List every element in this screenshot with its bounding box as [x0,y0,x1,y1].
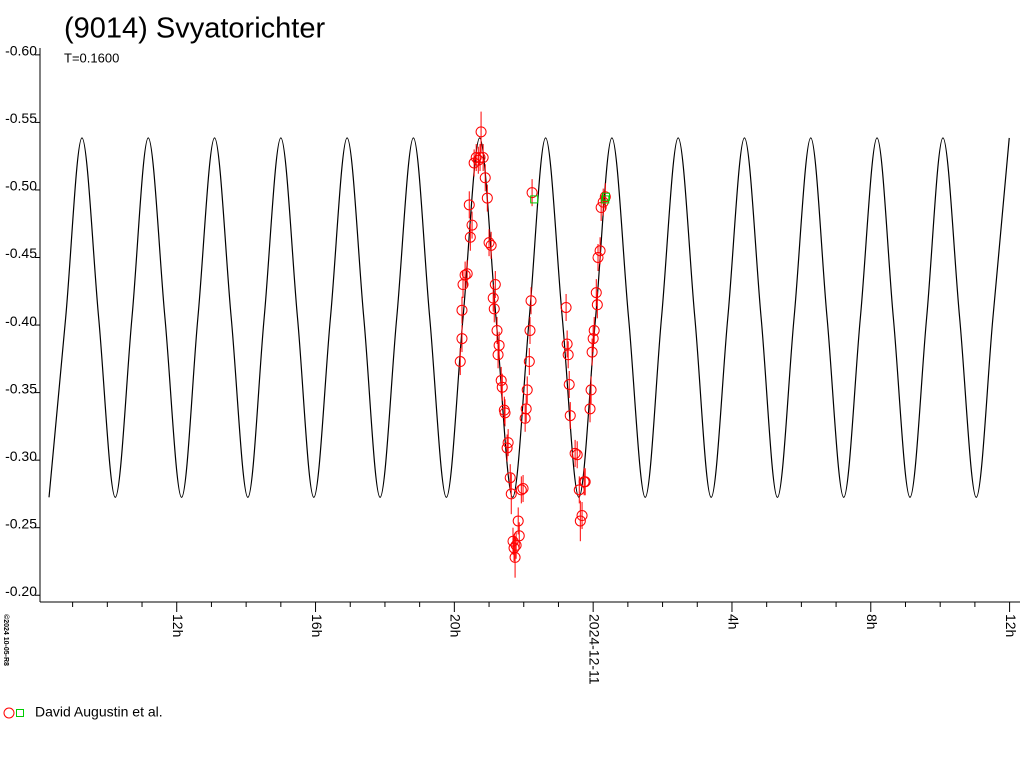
data-point [584,403,596,415]
data-point [524,324,536,336]
data-point [571,449,583,461]
data-point [564,410,576,422]
y-tick-label: -0.50 [5,178,37,194]
data-point [502,437,514,449]
data-point [587,333,599,345]
data-point [459,269,471,281]
data-point [485,239,497,251]
y-tick-label: -0.25 [5,515,37,531]
data-point [491,324,503,336]
data-point [585,384,597,396]
data-point [563,378,575,390]
data-point [576,510,588,522]
data-point [493,339,505,351]
data-point [505,488,517,500]
data-point [569,447,581,459]
data-point [592,252,604,264]
data-point [588,324,600,336]
y-tick-label: -0.20 [5,583,37,599]
data-point [488,303,500,315]
data-point [461,268,473,280]
x-tick-label: 4h [725,614,741,630]
data-point [526,187,538,199]
data-point [483,237,495,249]
data-point [504,472,516,484]
data-point [501,442,513,454]
data-point [509,551,521,563]
data-point [594,245,606,257]
x-tick-label: 16h [309,614,325,637]
data-point [599,191,611,203]
data-point [562,349,574,361]
data-point [499,407,511,419]
data-point [595,202,607,214]
data-point [512,515,524,527]
data-point [517,483,529,495]
data-point [523,356,535,368]
data-point [521,384,533,396]
data-point [520,403,532,415]
data-point [489,279,501,291]
x-tick-label: 12h [1003,614,1019,637]
data-point [586,346,598,358]
data-point [601,192,610,201]
data-point [481,192,493,204]
y-tick-label: -0.40 [5,313,37,329]
data-point [597,196,609,208]
chart-subtitle: T=0.1600 [64,50,119,65]
model-curve [48,137,1010,498]
x-tick-label: 2024-12-11 [586,614,602,685]
data-point [456,304,468,316]
data-point [495,374,507,386]
data-point [479,172,491,184]
data-point [560,301,572,313]
data-point [475,126,487,138]
data-point [530,195,539,204]
data-point [574,515,586,527]
data-point [591,299,603,311]
data-point [474,152,486,164]
x-tick-label: 20h [448,614,464,637]
data-point [561,338,573,350]
data-point [487,292,499,304]
data-point [496,381,508,393]
legend-symbol [16,709,24,717]
data-point [590,287,602,299]
chart-title: (9014) Svyatorichter [64,13,325,45]
y-tick-label: -0.30 [5,448,37,464]
data-point [525,295,537,307]
data-point [507,535,519,547]
data-point [464,231,476,243]
data-point [456,333,468,345]
legend-symbol [3,707,15,719]
y-tick-label: -0.55 [5,110,37,126]
data-point [466,219,478,231]
y-tick-label: -0.35 [5,380,37,396]
x-tick-label: 12h [170,614,186,637]
data-point [579,476,591,488]
x-tick-label: 8h [864,614,880,630]
data-point [515,484,527,496]
data-point [454,356,466,368]
y-tick-label: -0.45 [5,245,37,261]
data-point [513,530,525,542]
y-tick-label: -0.60 [5,43,37,59]
data-point [601,195,610,204]
legend-label: David Augustin et al. [35,704,163,720]
data-point [463,199,475,211]
data-point [470,152,482,164]
watermark: ©2024 10-05-R8 [2,614,10,666]
data-point [477,152,489,164]
